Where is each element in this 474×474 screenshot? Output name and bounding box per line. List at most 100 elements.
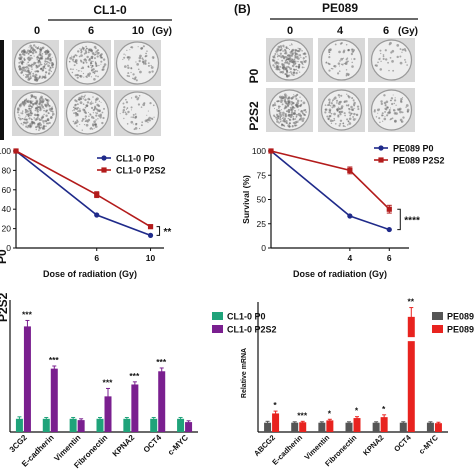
colony-dot: [83, 76, 85, 78]
colony-dot: [290, 111, 294, 114]
colony-dot: [41, 98, 44, 101]
colony-dot: [90, 66, 93, 69]
y-tick-label: 100: [0, 146, 11, 156]
colony-dot: [39, 56, 42, 58]
colony-dot: [127, 64, 129, 67]
colony-dot: [31, 57, 34, 59]
pe089-mrna-bar-chart: Relative mRNA*ABCG2***E-cadherin*Vimenti…: [241, 297, 474, 469]
colony-dot: [123, 117, 125, 120]
colony-dot: [44, 119, 47, 122]
colony-dot: [330, 102, 333, 105]
colony-dot: [289, 44, 291, 46]
colony-dot: [38, 97, 42, 101]
colony-dot: [45, 114, 48, 117]
colony-dot: [402, 116, 405, 119]
colony-plate-image: [64, 90, 111, 136]
colony-dot: [147, 118, 150, 121]
colony-dot: [130, 46, 132, 48]
colony-dot: [45, 99, 49, 102]
colony-dot: [347, 120, 350, 123]
colony-dot: [283, 93, 287, 97]
colony-dot: [87, 74, 91, 77]
colony-dot: [97, 104, 101, 108]
colony-dot: [38, 62, 40, 64]
colony-dot: [380, 52, 382, 55]
colony-dot: [287, 75, 289, 78]
colony-dot: [352, 118, 356, 121]
colony-dot: [276, 68, 279, 71]
colony-dot: [392, 69, 395, 72]
colony-dot: [85, 123, 89, 127]
category-label: 3CG2: [8, 433, 30, 455]
colony-dot: [336, 102, 338, 104]
colony-dot: [281, 55, 283, 57]
colony-dot: [345, 74, 348, 77]
colony-dot: [102, 58, 106, 61]
bar: [185, 422, 193, 432]
colony-dot: [293, 61, 296, 63]
colony-dot: [300, 103, 303, 106]
colony-dot: [273, 66, 276, 68]
colony-dot: [23, 104, 26, 107]
colony-dot: [284, 56, 287, 58]
colony-dot: [37, 55, 39, 57]
colony-dot: [292, 121, 295, 124]
colony-dot: [274, 61, 277, 65]
colony-dot: [35, 128, 37, 131]
colony-dot: [71, 110, 74, 112]
colony-dot: [276, 120, 279, 123]
colony-dot: [276, 109, 279, 112]
colony-dot: [293, 94, 295, 96]
colony-dot: [339, 60, 341, 62]
colony-dot: [339, 113, 342, 116]
colony-dot: [84, 98, 87, 102]
colony-dot: [284, 104, 286, 106]
colony-dot: [39, 50, 42, 53]
colony-dot: [344, 62, 347, 64]
colony-dot: [52, 112, 55, 116]
colony-dot: [346, 118, 349, 121]
colony-dot: [391, 117, 394, 120]
colony-dot: [80, 67, 82, 70]
colony-dot: [46, 122, 50, 125]
bar: [50, 368, 58, 432]
colony-dot: [396, 44, 400, 47]
colony-dot: [281, 97, 284, 100]
colony-dot: [81, 119, 84, 122]
colony-dot: [29, 73, 32, 75]
colony-dot: [26, 70, 29, 73]
colony-dot: [36, 104, 38, 106]
colony-dot: [25, 99, 28, 101]
colony-dot: [141, 47, 144, 49]
colony-dot: [30, 64, 32, 67]
colony-dot: [37, 123, 40, 126]
colony-plate-image: [368, 88, 415, 132]
colony-dot: [32, 74, 35, 78]
colony-dot: [278, 121, 281, 124]
colony-dot: [84, 118, 86, 120]
legend-marker: [378, 145, 384, 151]
colony-dot: [40, 126, 43, 128]
colony-dot: [25, 115, 27, 117]
colony-dot: [99, 56, 103, 59]
colony-dot: [69, 56, 73, 60]
colony-dot: [153, 116, 155, 118]
colony-dot: [385, 100, 389, 104]
colony-dot: [28, 117, 31, 120]
colony-dot: [127, 72, 130, 75]
bar: [23, 326, 31, 432]
colony-dot: [47, 64, 50, 68]
colony-dot: [49, 110, 52, 112]
colony-dot: [287, 62, 291, 65]
colony-dot: [293, 68, 296, 72]
colony-dot: [349, 114, 352, 117]
colony-dot: [34, 118, 38, 121]
colony-dot: [301, 62, 304, 65]
colony-dot: [92, 112, 95, 114]
bar: [96, 418, 104, 432]
colony-dot: [94, 70, 97, 72]
colony-dot: [340, 42, 343, 44]
colony-dot: [283, 99, 286, 102]
y-axis-label: Survival (%): [241, 175, 251, 224]
colony-dot: [130, 120, 134, 124]
